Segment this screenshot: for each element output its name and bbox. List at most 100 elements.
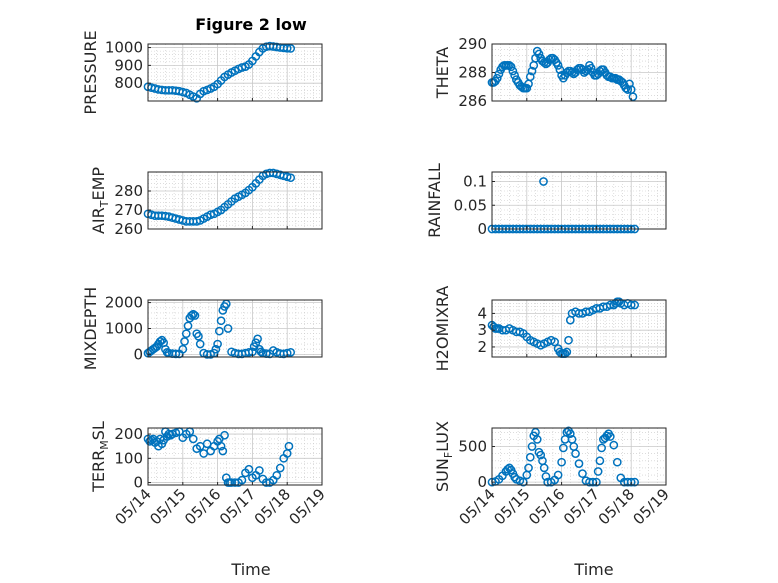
data-point (623, 85, 633, 94)
y-tick-label: 0.1 (463, 173, 487, 191)
y-tick-label: 500 (458, 438, 487, 456)
x-tick-label: 05/18 (251, 485, 294, 528)
data-point (192, 217, 202, 226)
x-tick-label: 05/19 (286, 485, 329, 528)
x-tick-label: 05/16 (181, 485, 224, 528)
x-tick-label: 05/14 (456, 485, 499, 528)
data-point (214, 326, 224, 336)
data-point (578, 469, 587, 478)
data-point (562, 347, 572, 357)
data-point (218, 446, 228, 456)
y-axis-label: SUNFLUX (433, 421, 455, 492)
data-point (534, 49, 544, 59)
data-point (272, 470, 282, 480)
data-point (284, 441, 294, 451)
series-markers (143, 299, 296, 359)
data-point (256, 347, 266, 357)
data-point (593, 467, 603, 476)
data-point (524, 463, 533, 473)
data-point (216, 316, 226, 326)
data-point (506, 62, 516, 72)
data-point (211, 344, 221, 354)
y-tick-label: 0 (133, 345, 143, 363)
subplot-theta: 286 288 290 THETA (433, 35, 667, 110)
data-point (626, 477, 636, 487)
axes-box (491, 299, 667, 358)
data-point (286, 44, 296, 53)
y-axis-label: TERRMSL (89, 421, 111, 493)
y-axis-label: H2OMIXRA (433, 286, 452, 372)
y-tick-label: 288 (458, 64, 487, 82)
figure-title: Figure 2 low (195, 15, 307, 34)
y-axis-label: MIXDEPTH (81, 287, 100, 370)
data-point (628, 92, 638, 102)
data-point (565, 429, 575, 439)
series-markers (143, 41, 296, 103)
data-point (503, 464, 513, 474)
data-point (286, 173, 296, 183)
data-point (237, 63, 247, 72)
data-point (553, 470, 563, 480)
y-tick-label: 0 (477, 220, 487, 238)
y-tick-label: 2 (477, 338, 487, 356)
data-point (187, 311, 196, 320)
data-point (286, 347, 296, 357)
axes-box (147, 427, 323, 486)
axes-box (147, 171, 323, 230)
x-tick-label: 05/16 (525, 485, 568, 528)
data-point (536, 450, 546, 460)
data-point (525, 72, 535, 82)
data-point (183, 321, 193, 331)
data-point (282, 172, 292, 182)
data-point (494, 69, 504, 79)
data-point (216, 441, 226, 451)
data-point (206, 210, 215, 220)
data-point (626, 300, 636, 310)
subplot-mixdepth: 0 1000 2000 MIXDEPTH (81, 287, 323, 370)
data-point (550, 337, 559, 347)
y-tick-label: 260 (114, 220, 143, 238)
y-tick-label: 0 (477, 473, 487, 491)
subplot-rainfall: 0 0.05 0.1 RAINFALL (425, 163, 667, 238)
y-tick-label: 290 (458, 35, 487, 53)
data-point (605, 300, 615, 310)
data-point (508, 66, 518, 76)
data-point (557, 457, 566, 467)
y-axis-label: RAINFALL (425, 163, 444, 238)
y-tick-label: 0.05 (454, 196, 487, 214)
data-point (612, 457, 622, 467)
data-point (527, 66, 537, 76)
y-tick-label: 1000 (105, 39, 143, 57)
data-point (541, 472, 551, 481)
x-axis-label-left: Time (230, 560, 270, 579)
x-tick-label: 05/17 (560, 485, 603, 528)
y-tick-label: 100 (114, 449, 143, 467)
data-point (539, 463, 549, 473)
y-axis-label: THETA (433, 47, 452, 99)
data-point (602, 431, 612, 441)
data-point (555, 65, 565, 75)
data-point (525, 452, 535, 462)
x-tick-label: 05/19 (630, 485, 673, 528)
series-markers (143, 427, 294, 487)
data-point (630, 300, 640, 310)
data-point (253, 334, 262, 344)
y-tick-label: 0 (133, 474, 143, 492)
y-tick-label: 900 (114, 56, 143, 74)
data-point (586, 63, 596, 73)
data-point (574, 459, 584, 468)
axes-box (491, 171, 667, 230)
series-markers (487, 426, 640, 487)
data-point (532, 435, 542, 444)
x-tick-label: 05/15 (146, 485, 189, 528)
data-point (492, 73, 502, 83)
y-axis-label: PRESSURE (81, 30, 100, 114)
y-tick-label: 3 (477, 321, 487, 339)
axes-box (147, 43, 323, 102)
data-point (539, 177, 548, 186)
data-point (188, 434, 198, 444)
data-point (558, 443, 568, 453)
x-tick-label: 05/17 (216, 485, 259, 528)
